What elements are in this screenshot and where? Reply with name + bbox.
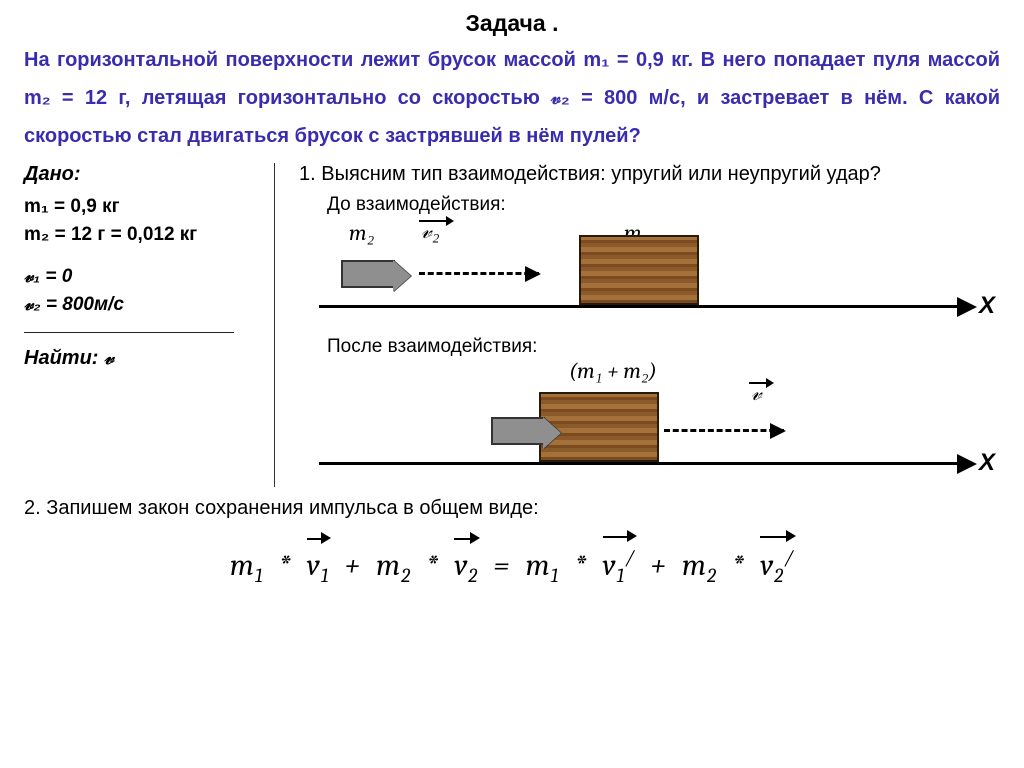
eq-v2: v2 [454,538,478,587]
bullet-icon-after [491,417,545,445]
momentum-equation: m1 * v1 + m2 * v2 = m1 * v1/ + m2 * v2/ [0,536,1024,587]
eq-v2prime: v2/ [760,536,794,587]
x-label-after: X [979,449,995,477]
label-m2: m₂ [349,220,374,246]
after-label: После взаимодействия: [327,336,1000,358]
step2-text: 2. Запишем закон сохранения импульса в о… [0,487,1024,520]
given-heading: Дано: [24,163,266,186]
solution-body: Дано: m₁ = 0,9 кг m₂ = 12 г = 0,012 кг 𝓋… [0,163,1024,487]
eq-v1: v1 [307,538,330,587]
given-v1: 𝓋₁ = 0 [24,266,266,288]
label-combined: (m₁ + m₂) [569,358,657,384]
x-label-before: X [979,292,995,320]
label-v: 𝓋 [749,380,772,406]
diagram-after: (m₁ + m₂) 𝓋 X [319,362,1000,487]
velocity-arrow-after [664,429,784,432]
page-title: Задача . [0,0,1024,37]
given-column: Дано: m₁ = 0,9 кг m₂ = 12 г = 0,012 кг 𝓋… [24,163,274,487]
eq-m2r: m2 [682,548,717,587]
given-v2: 𝓋₂ = 800м/с [24,294,266,316]
problem-statement: На горизонтальной поверхности лежит брус… [0,37,1024,163]
eq-m1: m1 [230,548,264,587]
divider-line [24,332,234,333]
eq-m1r: m1 [526,548,560,587]
given-m1: m₁ = 0,9 кг [24,196,266,218]
x-axis-arrow-after [957,454,977,474]
wood-block-before [579,235,699,305]
step1-text: 1. Выясним тип взаимодействия: упругий и… [299,163,1000,186]
surface-line-before [319,305,959,308]
find-line: Найти: 𝓋 [24,347,266,370]
label-v2: 𝓋₂ [419,218,452,244]
given-m2: m₂ = 12 г = 0,012 кг [24,224,266,246]
eq-v1prime: v1/ [603,536,636,587]
eq-m2: m2 [376,548,411,587]
bullet-icon [341,260,395,288]
velocity-arrow-before [419,272,539,275]
surface-line-after [319,462,959,465]
diagram-column: 1. Выясним тип взаимодействия: упругий и… [274,163,1000,487]
before-label: До взаимодействия: [327,194,1000,216]
x-axis-arrow-before [957,297,977,317]
diagram-before: m₂ 𝓋₂ m₁ X [319,220,1000,330]
